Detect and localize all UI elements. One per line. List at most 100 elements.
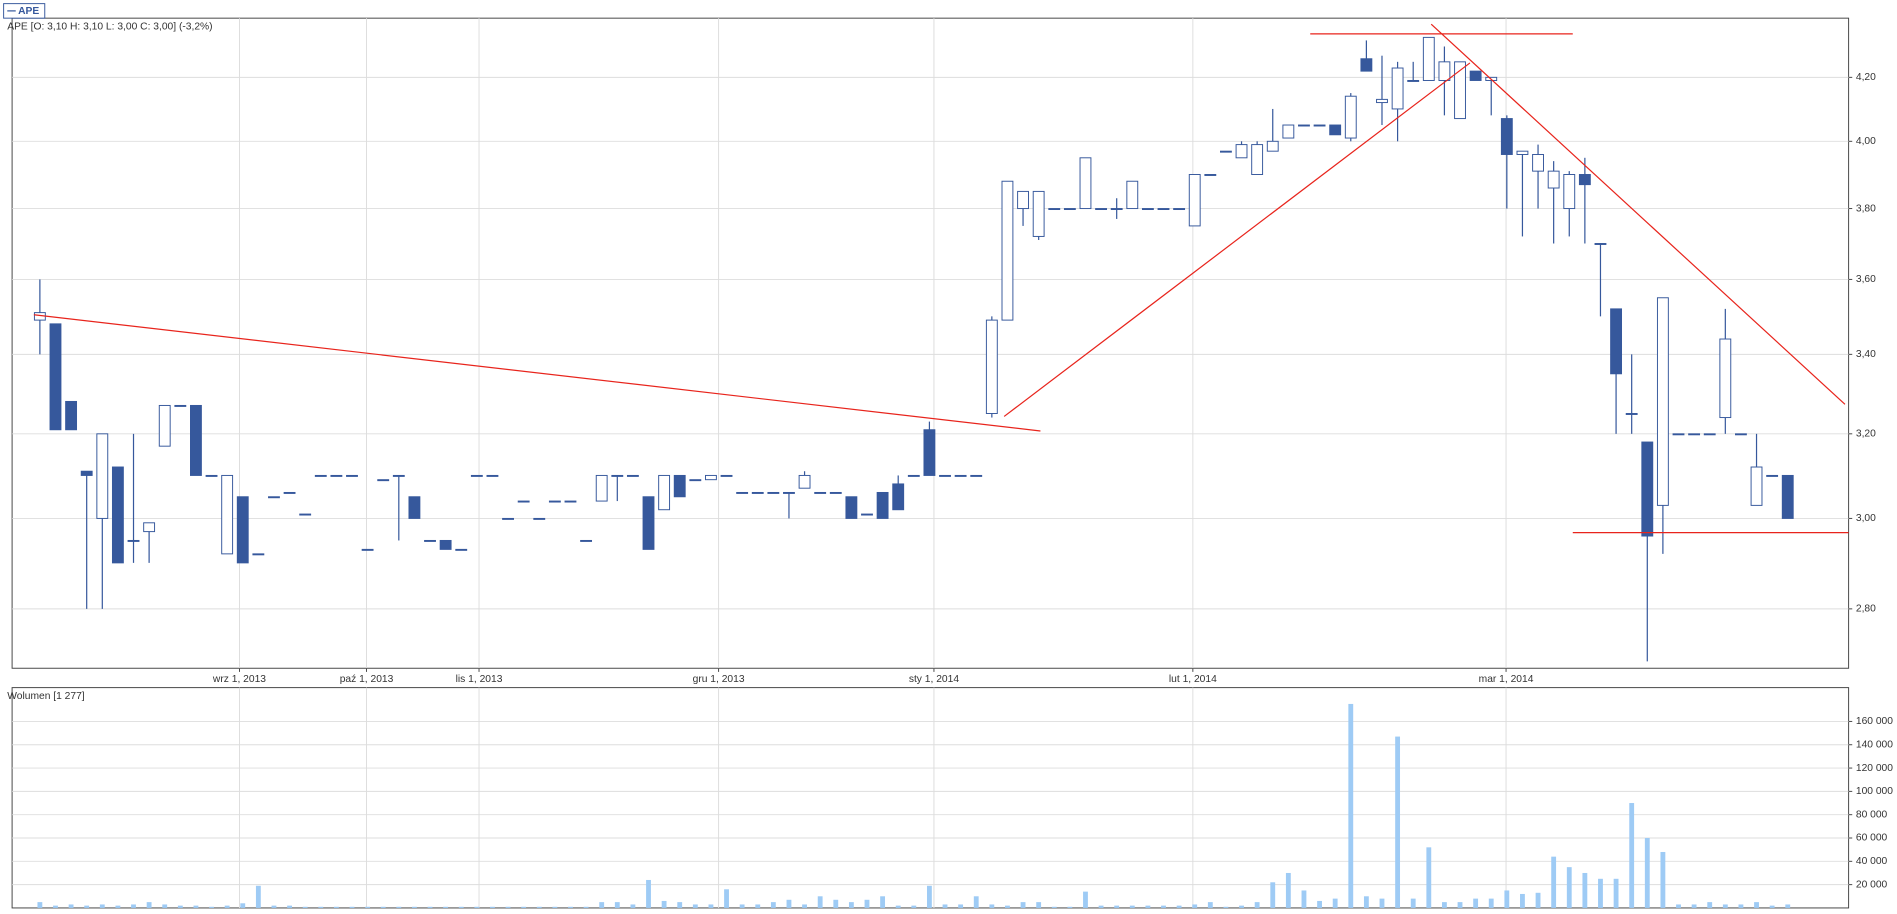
legend-label[interactable]: APE	[18, 6, 39, 17]
volume-bar	[427, 906, 433, 908]
candle-body	[1688, 433, 1701, 436]
candle-body	[564, 500, 577, 503]
volume-bar	[802, 904, 807, 908]
candle-body	[470, 474, 483, 477]
volume-bar	[1629, 803, 1635, 908]
candle-body	[1220, 150, 1232, 153]
x-tick-label: sty 1, 2014	[909, 674, 959, 685]
candle-body	[1001, 180, 1014, 321]
candle-body	[1610, 308, 1623, 375]
volume-bar	[458, 906, 464, 908]
volume-bar	[1192, 904, 1198, 908]
volume-bar	[1660, 851, 1666, 908]
candle-body	[1625, 413, 1638, 415]
candle-body	[1313, 124, 1326, 127]
x-tick-label: wrz 1, 2013	[212, 674, 266, 685]
volume-bar	[1520, 893, 1525, 908]
grid: wrz 1, 2013 paź 1, 2013 lis 1, 2013 gru 1, …	[12, 18, 1893, 908]
volume-bar	[1254, 902, 1260, 908]
candle-body	[1438, 61, 1451, 81]
x-tick-label: lut 1, 2014	[1169, 674, 1217, 685]
candle-body	[892, 483, 905, 511]
x-tick-label: lis 1, 2013	[456, 674, 503, 685]
candle-body	[814, 491, 827, 494]
candle-body	[689, 479, 702, 482]
candle-body	[1173, 208, 1186, 211]
volume-bar	[1067, 906, 1073, 908]
price-panel	[11, 17, 1850, 669]
candle-body	[1188, 174, 1201, 227]
volume-bar	[380, 906, 386, 908]
x-tick-label: gru 1, 2013	[693, 674, 745, 685]
volume-bar	[1223, 906, 1229, 908]
candle-body	[1063, 208, 1076, 211]
candle-body	[1734, 433, 1747, 436]
candle-body	[939, 474, 951, 477]
volume-bar	[318, 906, 324, 908]
volume-bar	[1582, 872, 1588, 908]
volume-bar	[1754, 902, 1759, 908]
volume-bar	[958, 904, 964, 908]
volume-bar	[1083, 891, 1088, 908]
candle-body	[1469, 70, 1482, 81]
candle-body	[985, 319, 998, 414]
volume-bar	[864, 899, 870, 908]
candle-body	[1578, 174, 1591, 186]
volume-bar	[926, 885, 932, 908]
candle-body	[1563, 174, 1576, 210]
volume-bar	[614, 902, 620, 908]
y-tick-label: 160 000	[1856, 716, 1893, 727]
candle-body	[533, 517, 546, 520]
candle-body	[767, 491, 780, 494]
candle-body	[1079, 157, 1092, 210]
candle-body	[158, 404, 171, 447]
candle-body	[642, 496, 655, 550]
volume-bar	[677, 902, 683, 908]
volume-bar	[708, 904, 714, 908]
legend-box[interactable]	[3, 3, 46, 19]
candle-body	[96, 433, 109, 519]
candle-body	[486, 474, 499, 477]
candle-body	[190, 404, 202, 476]
volume-bar	[1239, 905, 1244, 908]
candle-body	[143, 522, 156, 533]
volume-bar	[817, 896, 823, 908]
volume-bar	[490, 906, 495, 908]
volume-bar	[365, 906, 371, 908]
trend-line	[1003, 62, 1471, 417]
candle-body	[736, 491, 749, 494]
candle-body	[1329, 124, 1342, 136]
y-tick-label: 40 000	[1856, 856, 1888, 867]
y-tick-label: 120 000	[1856, 763, 1893, 774]
y-tick-label: 3,60	[1856, 274, 1876, 285]
candle-body	[517, 500, 530, 503]
candle-body	[361, 548, 374, 551]
candle-body	[1766, 474, 1779, 477]
volume-bar	[1691, 904, 1697, 908]
volume-bar	[1785, 904, 1791, 908]
candle-body	[1235, 144, 1248, 159]
volume-bar	[1426, 847, 1432, 908]
candle-body	[392, 474, 405, 477]
candle-body	[1516, 150, 1529, 155]
candle-body	[1251, 144, 1264, 175]
candle-body	[65, 400, 78, 431]
volume-bar	[552, 906, 558, 908]
volume-bar	[333, 906, 339, 908]
volume-bar	[209, 906, 214, 908]
candle-body	[798, 474, 811, 489]
candle-body	[595, 474, 608, 502]
candle-body	[1422, 36, 1435, 81]
volume-bar	[770, 902, 776, 908]
candle-body	[1095, 208, 1108, 211]
volume-bar	[53, 905, 58, 908]
candle-body	[1781, 474, 1794, 519]
volume-bar	[521, 906, 527, 908]
candle-body	[502, 517, 514, 520]
y-tick-label: 4,20	[1856, 72, 1876, 83]
candle-body	[408, 496, 421, 519]
volume-bar	[255, 885, 261, 908]
volume-bar	[661, 900, 667, 908]
